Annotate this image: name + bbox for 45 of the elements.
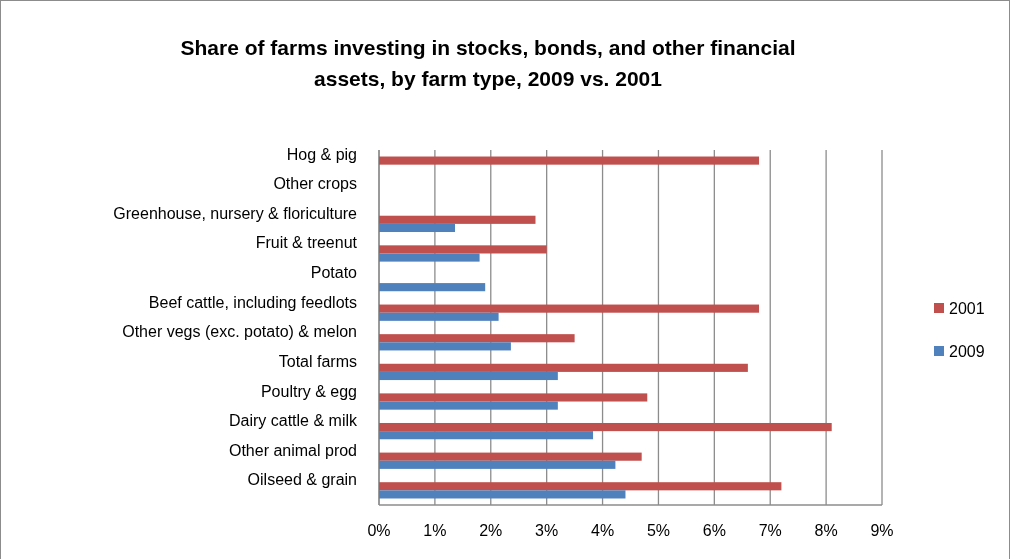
y-tick-label: Other crops [273, 175, 357, 193]
y-tick-label: Potato [310, 264, 358, 282]
bar [379, 363, 748, 372]
x-tick-label: 1% [423, 522, 447, 539]
y-tick-label: Greenhouse, nursery & floriculture [113, 204, 358, 222]
bar [379, 371, 558, 381]
legend-label: 2009 [949, 343, 985, 360]
bar [379, 422, 832, 432]
bar [379, 482, 782, 491]
x-tick-label: 6% [702, 522, 726, 539]
bar [379, 342, 511, 351]
bar [379, 460, 616, 469]
y-tick-label: Hog & pig [286, 145, 357, 163]
x-tick-label: 9% [870, 522, 894, 539]
x-tick-label: 7% [758, 522, 782, 539]
chart-title: Share of farms investing in stocks, bonds, and other financial assets, by farm type, 2009 vs. 2001 [180, 36, 796, 90]
bar [379, 223, 456, 233]
y-tick-label: Dairy cattle & milk [228, 412, 358, 430]
x-tick-label: 4% [590, 522, 615, 539]
y-tick-label: Fruit & treenut [255, 234, 358, 252]
bar [379, 304, 760, 313]
bar [379, 283, 486, 292]
y-tick-label: Poultry & egg [260, 382, 357, 400]
bar [379, 452, 642, 461]
y-tick-label: Other animal prod [228, 441, 357, 459]
x-tick-label: 0% [367, 522, 391, 539]
bar [379, 156, 760, 165]
bar [379, 334, 575, 343]
bar [379, 312, 499, 321]
legend-label: 2001 [949, 300, 985, 317]
bar [379, 215, 536, 224]
y-tick-label: Total farms [278, 352, 357, 370]
bar [379, 490, 626, 499]
x-tick-label: 5% [646, 522, 671, 539]
x-tick-label: 3% [535, 522, 559, 539]
x-tick-label: 2% [479, 522, 503, 539]
x-tick-label: 8% [814, 522, 838, 539]
bar [379, 401, 558, 410]
bar [379, 431, 594, 440]
y-tick-label: Beef cattle, including feedlots [148, 293, 357, 311]
bar [379, 245, 547, 254]
y-tick-label: Oilseed & grain [247, 471, 357, 489]
bar [379, 253, 480, 262]
y-tick-label: Other vegs (exc. potato) & melon [122, 323, 357, 341]
bar [379, 393, 648, 402]
